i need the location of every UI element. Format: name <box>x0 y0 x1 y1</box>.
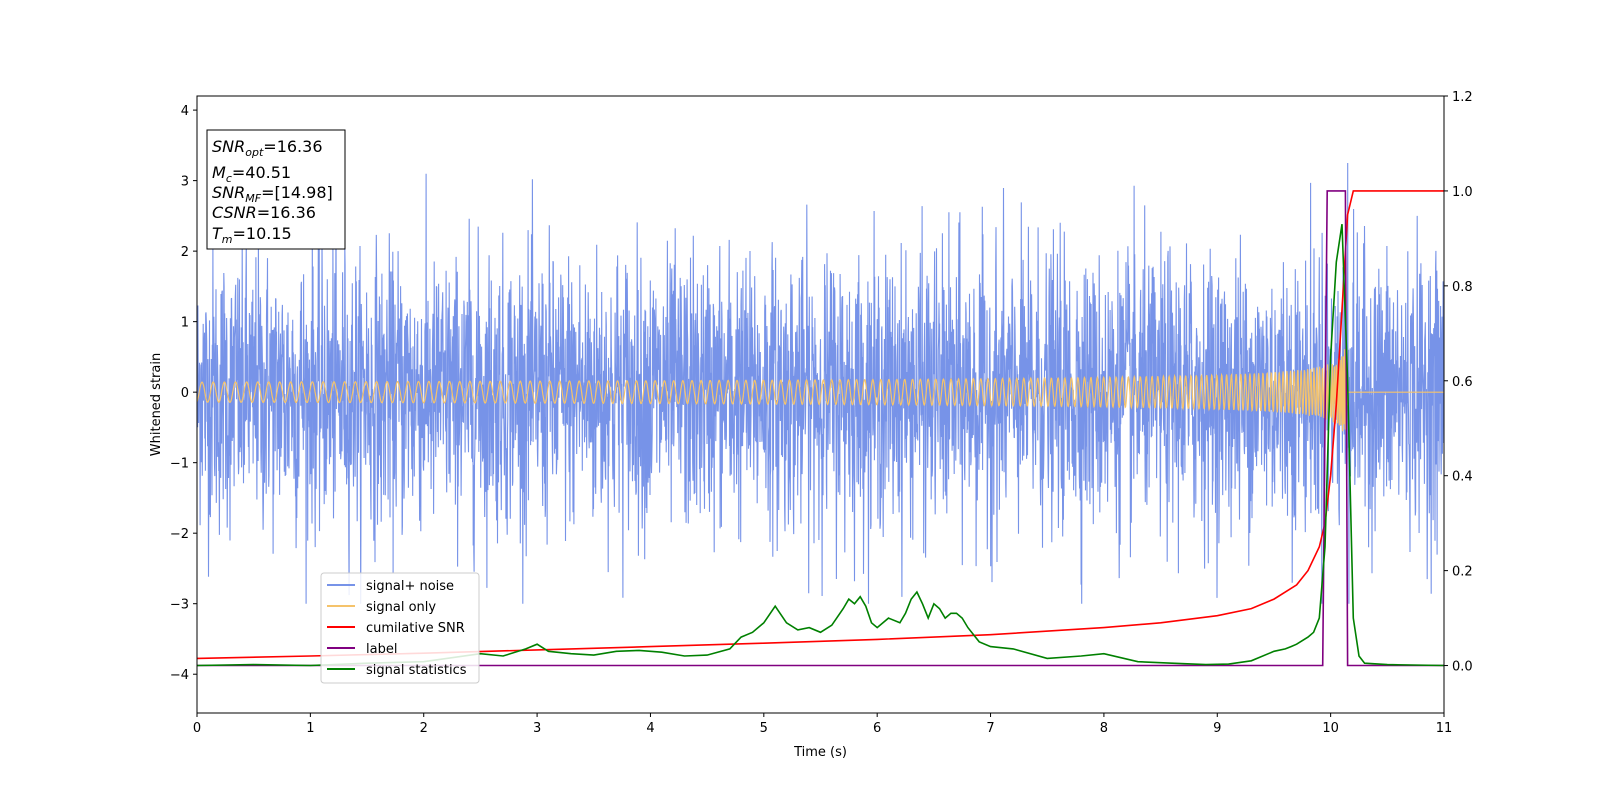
y-left-tick-label: −2 <box>170 527 189 542</box>
y-left-tick-label: 2 <box>181 245 189 260</box>
info-chirp-mass: Mc=40.51 <box>212 163 291 185</box>
info-csnr: CSNR=16.36 <box>212 203 316 222</box>
axis-ticks: 0 1 2 3 4 5 6 7 8 9 10 11 −4 −3 −2 −1 0 1 2 3 4 0.0 0.2 0.4 0.6 0… <box>170 90 1473 736</box>
y-right-tick-label: 0.8 <box>1452 280 1473 295</box>
info-snr-mf: SNRMF=[14.98] <box>212 183 333 205</box>
y-left-tick-label: 0 <box>181 386 189 401</box>
x-axis-label: Time (s) <box>793 745 847 760</box>
x-tick-label: 9 <box>1213 721 1221 736</box>
legend-label-signal-statistics: signal statistics <box>366 663 467 678</box>
x-tick-label: 11 <box>1436 721 1453 736</box>
plot-frame <box>196 95 1445 714</box>
y-axis-label: Whitened strain <box>149 353 164 456</box>
series-signal-statistics <box>197 223 1444 667</box>
y-left-tick-label: −1 <box>170 457 189 472</box>
y-left-tick-label: 1 <box>181 316 189 331</box>
y-left-tick-label: −4 <box>170 668 189 683</box>
x-tick-label: 1 <box>306 721 314 736</box>
legend: signal+ noise signal only cumilative SNR… <box>320 572 480 684</box>
series-signal-only <box>197 348 1444 432</box>
y-right-tick-label: 0.0 <box>1452 660 1473 675</box>
legend-label-cumulative-snr: cumilative SNR <box>366 621 465 636</box>
plot-area <box>197 162 1444 667</box>
y-right-tick-label: 0.2 <box>1452 565 1473 580</box>
x-tick-label: 2 <box>420 721 428 736</box>
info-box-frame <box>206 129 346 250</box>
y-left-tick-label: 4 <box>181 104 189 119</box>
x-tick-label: 3 <box>533 721 541 736</box>
y-left-tick-label: 3 <box>181 175 189 190</box>
info-box: SNRopt=16.36 Mc=40.51 SNRMF=[14.98] CSNR… <box>206 129 346 250</box>
y-right-tick-label: 1.0 <box>1452 185 1473 200</box>
y-left-tick-label: −3 <box>170 598 189 613</box>
legend-label-signal-noise: signal+ noise <box>366 579 454 594</box>
x-tick-label: 6 <box>873 721 881 736</box>
legend-label-signal-only: signal only <box>366 600 436 615</box>
legend-label-label: label <box>366 642 397 657</box>
x-tick-label: 0 <box>193 721 201 736</box>
series-label <box>197 190 1444 667</box>
y-right-tick-label: 0.6 <box>1452 375 1473 390</box>
x-tick-label: 5 <box>760 721 768 736</box>
info-snr-opt: SNRopt=16.36 <box>212 137 323 159</box>
legend-frame <box>320 572 480 684</box>
x-tick-label: 8 <box>1100 721 1108 736</box>
info-merger-time: Tm=10.15 <box>212 224 292 246</box>
y-right-tick-label: 0.4 <box>1452 470 1473 485</box>
x-tick-label: 4 <box>646 721 654 736</box>
x-tick-label: 7 <box>986 721 994 736</box>
y-right-tick-label: 1.2 <box>1452 90 1473 105</box>
series-cumulative-snr <box>197 190 1444 660</box>
x-tick-label: 10 <box>1322 721 1339 736</box>
